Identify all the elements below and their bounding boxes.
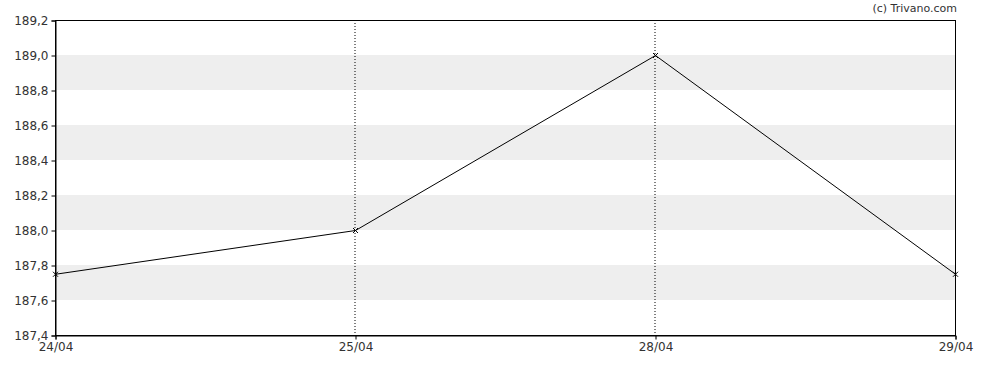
x-grid-line bbox=[655, 20, 656, 335]
y-tick-mark bbox=[52, 336, 56, 337]
y-axis: 187,4187,6187,8188,0188,2188,4188,6188,8… bbox=[14, 14, 56, 343]
series-line bbox=[56, 56, 956, 275]
x-axis-line bbox=[56, 336, 956, 340]
y-tick-mark bbox=[52, 21, 56, 22]
grid-band bbox=[55, 265, 955, 300]
x-tick: 25/04 bbox=[339, 336, 374, 355]
y-tick: 188,2 bbox=[14, 189, 55, 203]
point-marker bbox=[353, 228, 358, 233]
y-tick-label: 189,0 bbox=[14, 49, 48, 63]
y-tick-label: 187,8 bbox=[14, 259, 48, 273]
y-axis-line bbox=[52, 21, 57, 336]
y-tick: 188,4 bbox=[14, 154, 55, 168]
x-tick-label: 24/04 bbox=[39, 340, 74, 354]
x-tick-label: 29/04 bbox=[939, 340, 974, 354]
y-tick: 188,0 bbox=[14, 224, 55, 238]
y-tick: 189,2 bbox=[14, 14, 55, 28]
grid-band bbox=[55, 55, 955, 90]
x-tick-mark bbox=[356, 336, 357, 340]
y-tick-mark bbox=[52, 126, 56, 127]
x-tick: 24/04 bbox=[39, 336, 74, 355]
y-tick-label: 188,0 bbox=[14, 224, 48, 238]
y-tick-label: 187,6 bbox=[14, 294, 48, 308]
x-tick: 29/04 bbox=[939, 336, 974, 355]
point-marker bbox=[953, 272, 958, 277]
y-tick: 188,8 bbox=[14, 84, 55, 98]
chart: 187,4187,6187,8188,0188,2188,4188,6188,8… bbox=[0, 0, 988, 370]
x-axis: 24/04 25/04 28/04 29/04 bbox=[39, 336, 974, 355]
y-tick-label: 189,2 bbox=[14, 14, 48, 28]
x-tick-mark bbox=[956, 336, 957, 340]
point-marker bbox=[53, 272, 58, 277]
y-tick-mark bbox=[52, 266, 56, 267]
y-tick-mark bbox=[52, 301, 56, 302]
y-tick-mark bbox=[52, 161, 56, 162]
y-tick-mark bbox=[52, 196, 56, 197]
x-tick: 28/04 bbox=[639, 336, 674, 355]
grid bbox=[55, 20, 955, 335]
y-tick-mark bbox=[52, 231, 56, 232]
y-tick: 189,0 bbox=[14, 49, 55, 63]
y-tick-mark bbox=[52, 56, 56, 57]
x-tick-label: 28/04 bbox=[639, 340, 674, 354]
x-tick-mark bbox=[656, 336, 657, 340]
x-tick-label: 25/04 bbox=[339, 340, 374, 354]
y-tick: 187,6 bbox=[14, 294, 55, 308]
plot-area bbox=[53, 53, 958, 277]
x-grid-line bbox=[355, 20, 356, 335]
y-tick-label: 188,8 bbox=[14, 84, 48, 98]
y-tick-mark bbox=[52, 91, 56, 92]
y-tick-label: 188,4 bbox=[14, 154, 48, 168]
y-tick-label: 188,2 bbox=[14, 189, 48, 203]
grid-band bbox=[55, 125, 955, 160]
credit: (c) Trivano.com bbox=[872, 2, 957, 15]
plot-frame bbox=[56, 21, 956, 336]
y-tick: 188,6 bbox=[14, 119, 55, 133]
x-tick-mark bbox=[56, 336, 57, 340]
y-tick-label: 188,6 bbox=[14, 119, 48, 133]
y-tick: 187,8 bbox=[14, 259, 55, 273]
grid-band bbox=[55, 195, 955, 230]
point-marker bbox=[653, 53, 658, 58]
